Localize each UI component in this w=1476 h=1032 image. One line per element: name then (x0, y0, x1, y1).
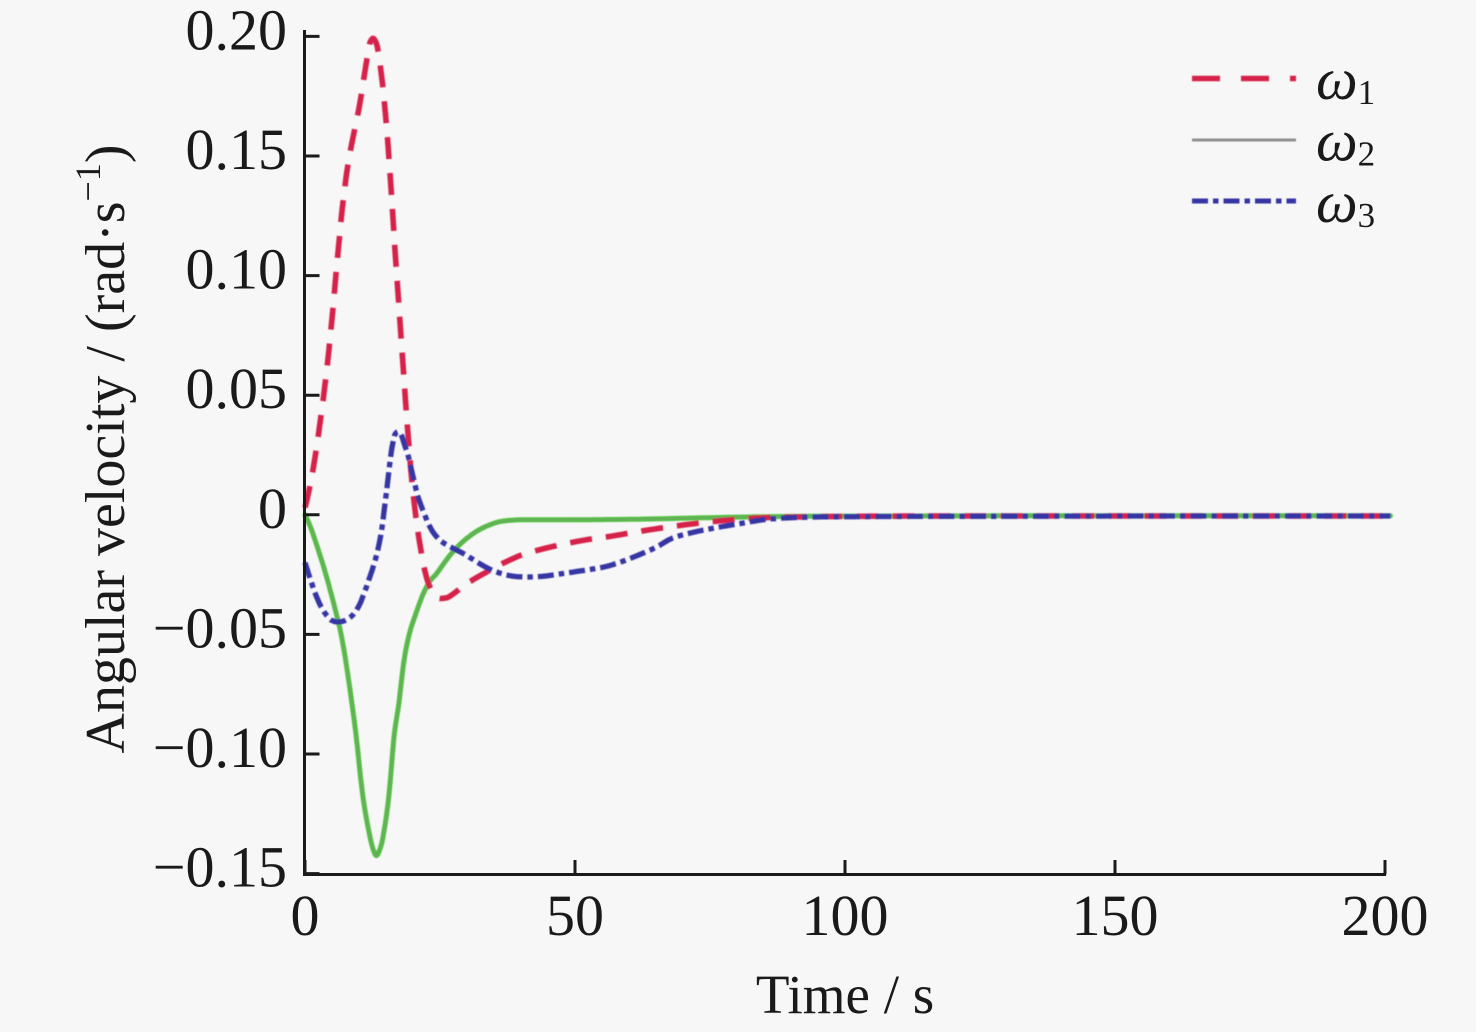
svg-text:0.10: 0.10 (186, 237, 288, 302)
svg-text:50: 50 (546, 883, 604, 948)
svg-text:100: 100 (802, 883, 889, 948)
svg-text:150: 150 (1072, 883, 1159, 948)
svg-text:200: 200 (1342, 883, 1429, 948)
svg-text:0.20: 0.20 (186, 0, 288, 62)
svg-text:−0.15: −0.15 (153, 835, 287, 900)
svg-text:ω1: ω1 (1316, 46, 1375, 112)
svg-text:0: 0 (291, 883, 320, 948)
svg-text:Angular velocity / (rad·s−1): Angular velocity / (rad·s−1) (68, 144, 137, 753)
svg-text:0: 0 (258, 476, 287, 541)
svg-text:Time / s: Time / s (756, 964, 934, 1025)
svg-text:0.15: 0.15 (186, 117, 288, 182)
svg-text:0.05: 0.05 (186, 356, 288, 421)
svg-text:−0.05: −0.05 (153, 595, 287, 660)
svg-text:−0.10: −0.10 (153, 715, 287, 780)
